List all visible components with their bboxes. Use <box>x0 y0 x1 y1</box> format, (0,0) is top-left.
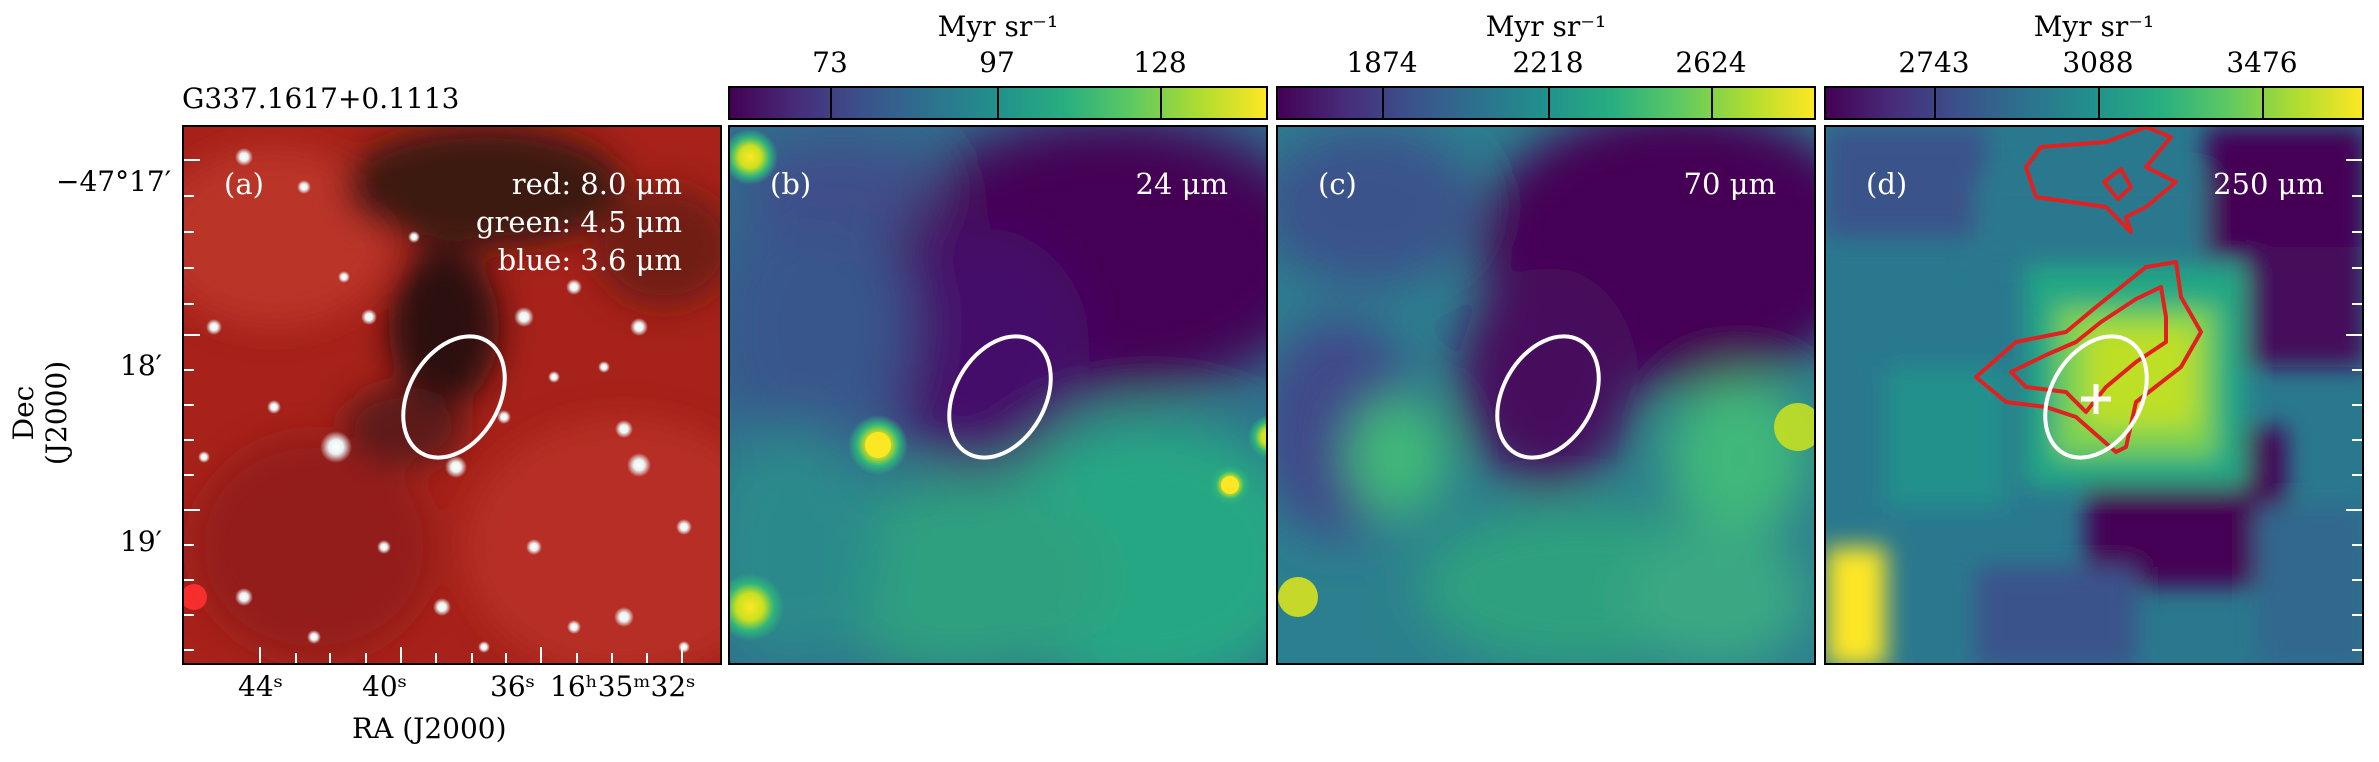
panel-c-70um-image: (c) 70 μm <box>1276 125 1816 665</box>
colorbar-b-unit: Myr sr⁻¹ <box>937 10 1059 43</box>
panel-a-canvas <box>184 127 720 663</box>
colorbar-d-unit: Myr sr⁻¹ <box>2033 10 2155 43</box>
colorbar-d-tick-2: 3476 <box>2226 46 2298 79</box>
colorbar-b <box>728 86 1268 120</box>
contour-lines <box>1974 127 2203 454</box>
panel-b-24um-image: (b) 24 μm <box>728 125 1268 665</box>
ra-tick-label-0: 44ˢ <box>238 670 284 703</box>
panel-d-canvas <box>1826 127 2362 663</box>
panel-d-wavelength: 250 μm <box>2213 167 2324 201</box>
source-title: G337.1617+0.1113 <box>182 82 460 115</box>
region-ellipse <box>947 334 1053 460</box>
panel-d-label: (d) <box>1866 167 1908 201</box>
dec-axis-label: Dec (J2000) <box>7 360 73 466</box>
colorbar-c <box>1276 86 1816 120</box>
dec-tick-label-0: −47°17′ <box>56 165 172 198</box>
band-green-label: green: 4.5 μm <box>475 205 682 239</box>
ra-tick-label-3: 16ʰ35ᵐ32ˢ <box>550 670 696 703</box>
region-ellipse <box>2043 334 2149 460</box>
panel-a-band-legend: red: 8.0 μm green: 4.5 μm blue: 3.6 μm <box>476 165 682 279</box>
colorbar-c-tick-1: 2218 <box>1512 46 1584 79</box>
panel-b-label: (b) <box>770 167 812 201</box>
ra-axis-label: RA (J2000) <box>352 712 507 745</box>
colorbar-b-tick-1: 97 <box>979 46 1015 79</box>
colorbar-b-tick-0: 73 <box>812 46 848 79</box>
ra-tick-label-2: 36ˢ <box>490 670 536 703</box>
region-ellipse <box>401 334 507 460</box>
star-field <box>184 148 692 653</box>
panel-a-rgb-image: (a) red: 8.0 μm green: 4.5 μm blue: 3.6 … <box>182 125 722 665</box>
colorbar-c-unit: Myr sr⁻¹ <box>1485 10 1607 43</box>
panel-c-label: (c) <box>1318 167 1357 201</box>
colorbar-d <box>1824 86 2364 120</box>
panel-d-250um-image: (d) 250 μm <box>1824 125 2364 665</box>
ra-tick-label-1: 40ˢ <box>362 670 408 703</box>
colorbar-d-tick-0: 2743 <box>1898 46 1970 79</box>
colorbar-c-tick-2: 2624 <box>1675 46 1747 79</box>
colorbar-d-tick-1: 3088 <box>2062 46 2134 79</box>
colorbar-c-tick-0: 1874 <box>1346 46 1418 79</box>
panel-b-wavelength: 24 μm <box>1135 167 1228 201</box>
peak-cross-marker <box>2081 384 2111 414</box>
panel-b-canvas <box>730 127 1266 663</box>
colorbar-b-tick-2: 128 <box>1133 46 1187 79</box>
region-ellipse <box>1495 334 1601 460</box>
panel-c-canvas <box>1278 127 1814 663</box>
dec-tick-label-2: 19′ <box>120 525 162 558</box>
panel-a-label: (a) <box>224 167 264 201</box>
band-blue-label: blue: 3.6 μm <box>497 243 682 277</box>
band-red-label: red: 8.0 μm <box>511 167 682 201</box>
dec-tick-label-1: 18′ <box>120 349 162 382</box>
panel-c-wavelength: 70 μm <box>1683 167 1776 201</box>
